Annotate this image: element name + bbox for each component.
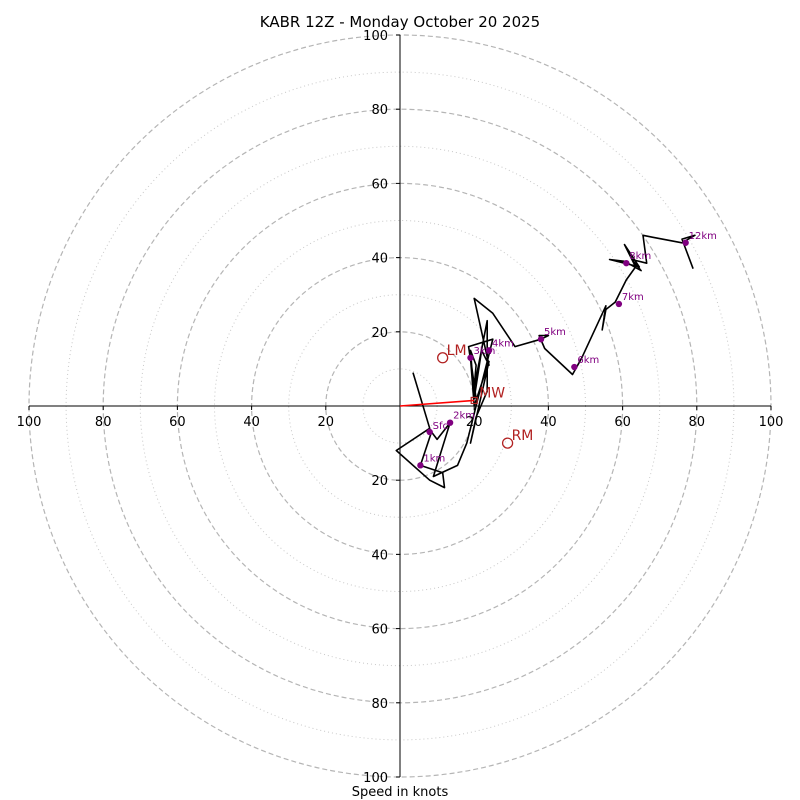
y-tick-labels: 100 80 60 40 20 20 40 60 80 100 bbox=[363, 29, 400, 786]
x-axis-label: Speed in knots bbox=[352, 785, 449, 800]
mean-wind-vector bbox=[399, 399, 475, 407]
y-tick-label: 100 bbox=[363, 29, 388, 44]
height-label-2km: 2km bbox=[453, 411, 475, 422]
storm-motion-lm-label: LM bbox=[447, 343, 467, 359]
surface-label: Sfc bbox=[433, 421, 448, 432]
x-tick-label: 60 bbox=[614, 415, 631, 430]
y-tick-label: 80 bbox=[371, 697, 388, 712]
chart-title: KABR 12Z - Monday October 20 2025 bbox=[260, 13, 540, 31]
y-tick-label: 20 bbox=[371, 474, 388, 489]
height-label-1km: 1km bbox=[423, 453, 445, 464]
height-marker-2km bbox=[446, 419, 454, 426]
x-tick-label: 100 bbox=[759, 415, 784, 430]
height-label-6km: 6km bbox=[577, 355, 599, 366]
surface-marker bbox=[426, 428, 433, 436]
height-marker-8km bbox=[623, 259, 630, 267]
height-marker-5km bbox=[537, 336, 545, 343]
y-tick-label: 60 bbox=[371, 177, 388, 192]
height-marker-4km bbox=[485, 347, 493, 354]
height-marker-7km bbox=[615, 300, 623, 308]
x-tick-label: 60 bbox=[169, 415, 186, 430]
x-tick-labels: 100 80 60 40 20 20 40 60 80 100 bbox=[17, 406, 784, 430]
wind-trace bbox=[395, 234, 696, 489]
height-marker-6km bbox=[571, 363, 578, 371]
mean-wind-marker bbox=[470, 396, 478, 405]
storm-motion-rm-label: RM bbox=[512, 428, 534, 444]
storm-motion-rm-marker bbox=[501, 437, 514, 449]
x-tick-label: 80 bbox=[95, 415, 112, 430]
mean-wind-label: MW bbox=[479, 385, 505, 401]
x-tick-label: 20 bbox=[318, 415, 335, 430]
y-tick-label: 60 bbox=[371, 623, 388, 638]
height-label-8km: 8km bbox=[629, 251, 651, 262]
height-marker-1km bbox=[417, 462, 424, 469]
hodograph-trace-line bbox=[395, 234, 696, 489]
y-tick-label: 40 bbox=[371, 252, 388, 267]
y-tick-label: 80 bbox=[371, 103, 388, 118]
x-tick-label: 100 bbox=[17, 415, 42, 430]
height-label-3km: 3km bbox=[473, 346, 495, 357]
y-tick-label: 100 bbox=[363, 771, 388, 786]
height-label-12km: 12km bbox=[689, 231, 717, 242]
height-marker-3km bbox=[467, 354, 474, 361]
y-tick-label: 20 bbox=[371, 326, 388, 341]
x-tick-label: 80 bbox=[689, 415, 706, 430]
y-tick-label: 40 bbox=[371, 548, 388, 563]
height-label-5km: 5km bbox=[544, 327, 566, 338]
x-tick-label: 40 bbox=[540, 415, 557, 430]
height-marker-12km bbox=[682, 239, 689, 246]
height-label-7km: 7km bbox=[622, 292, 644, 303]
height-label-4km: 4km bbox=[492, 338, 514, 349]
x-tick-label: 40 bbox=[243, 415, 260, 430]
storm-motion-lm-marker bbox=[437, 352, 449, 364]
storm-motion-markers: MW LM RM bbox=[399, 343, 534, 449]
